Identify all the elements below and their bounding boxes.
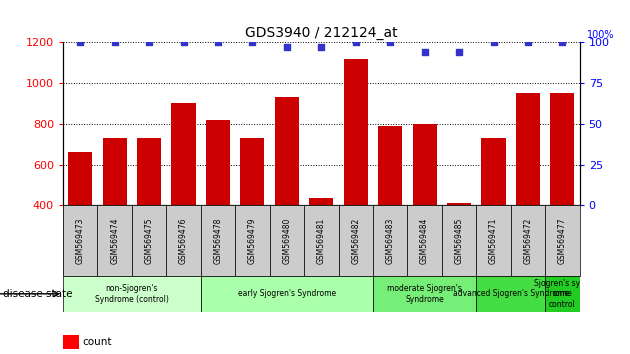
Bar <box>408 205 442 276</box>
Bar <box>373 276 476 312</box>
Bar <box>98 205 132 276</box>
Text: GSM569482: GSM569482 <box>352 218 360 264</box>
Bar <box>63 205 98 276</box>
Text: GSM569475: GSM569475 <box>145 217 154 264</box>
Bar <box>447 203 471 287</box>
Point <box>316 45 326 50</box>
Point <box>523 40 533 45</box>
Bar <box>545 276 580 312</box>
Bar <box>132 205 166 276</box>
Bar <box>551 93 575 287</box>
Bar <box>68 152 92 287</box>
Bar <box>103 138 127 287</box>
Point <box>488 40 498 45</box>
Bar <box>206 120 230 287</box>
Text: GSM569474: GSM569474 <box>110 217 119 264</box>
Text: GSM569479: GSM569479 <box>248 217 257 264</box>
Point <box>282 45 292 50</box>
Point <box>144 40 154 45</box>
Text: GSM569476: GSM569476 <box>179 217 188 264</box>
Text: GSM569480: GSM569480 <box>282 217 291 264</box>
Text: GSM569472: GSM569472 <box>524 217 532 264</box>
Text: GSM569471: GSM569471 <box>489 217 498 264</box>
Bar <box>481 138 505 287</box>
Point <box>351 40 361 45</box>
Point <box>248 40 258 45</box>
Text: GSM569481: GSM569481 <box>317 218 326 264</box>
Bar <box>511 205 545 276</box>
Bar <box>235 205 270 276</box>
Point <box>178 40 188 45</box>
Bar <box>442 205 476 276</box>
Text: moderate Sjogren's
Syndrome: moderate Sjogren's Syndrome <box>387 284 462 303</box>
Text: GSM569483: GSM569483 <box>386 217 394 264</box>
Bar <box>338 205 373 276</box>
Bar <box>476 205 511 276</box>
Text: GSM569484: GSM569484 <box>420 217 429 264</box>
Bar <box>309 198 333 287</box>
Bar <box>373 205 408 276</box>
Point <box>75 40 85 45</box>
Text: count: count <box>82 337 112 347</box>
Text: disease state: disease state <box>3 289 72 299</box>
Bar <box>201 276 373 312</box>
Text: GSM569473: GSM569473 <box>76 217 84 264</box>
Point <box>213 40 223 45</box>
Text: GSM569485: GSM569485 <box>455 217 464 264</box>
Bar <box>344 59 368 287</box>
Bar <box>304 205 338 276</box>
Bar <box>545 205 580 276</box>
Text: non-Sjogren's
Syndrome (control): non-Sjogren's Syndrome (control) <box>95 284 169 303</box>
Point <box>558 40 568 45</box>
Text: advanced Sjogren's Syndrome: advanced Sjogren's Syndrome <box>453 289 569 298</box>
Text: Sjogren's synd
rome
control: Sjogren's synd rome control <box>534 279 590 309</box>
Point <box>454 50 464 55</box>
Text: early Sjogren's Syndrome: early Sjogren's Syndrome <box>238 289 336 298</box>
Point <box>385 40 395 45</box>
Bar <box>516 93 540 287</box>
Bar <box>63 276 201 312</box>
Bar <box>201 205 235 276</box>
Bar <box>476 276 545 312</box>
Bar <box>270 205 304 276</box>
Text: GSM569478: GSM569478 <box>214 217 222 264</box>
Point <box>110 40 120 45</box>
Text: 100%: 100% <box>587 30 614 40</box>
Title: GDS3940 / 212124_at: GDS3940 / 212124_at <box>245 26 398 40</box>
Bar <box>241 138 265 287</box>
Point <box>420 50 430 55</box>
Bar <box>137 138 161 287</box>
Bar <box>166 205 201 276</box>
Bar <box>275 97 299 287</box>
Bar <box>413 124 437 287</box>
Bar <box>378 126 402 287</box>
Bar <box>171 103 195 287</box>
Text: GSM569477: GSM569477 <box>558 217 567 264</box>
